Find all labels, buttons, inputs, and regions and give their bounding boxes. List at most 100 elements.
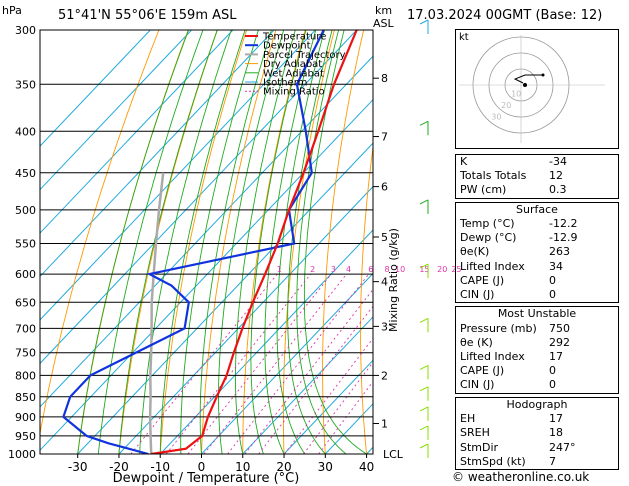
pressure-tick-label: 700	[15, 322, 36, 335]
mixing-ratio-label: 8	[385, 265, 390, 274]
dry-adiabat-line	[433, 30, 451, 454]
pressure-tick-label: 550	[15, 237, 36, 250]
isotherm-line	[40, 98, 373, 451]
dewpoint-line	[62, 30, 325, 454]
hodograph-ring-label: 30	[491, 113, 501, 122]
table-row: Totals Totals 12	[460, 169, 563, 183]
data-panel: K -34 Totals Totals 12 PW (cm) 0.3 Surface …	[455, 154, 619, 473]
table-row: K -34	[460, 155, 567, 168]
mixing-ratio-line	[303, 361, 373, 454]
location-label: 51°41'N 55°06'E 159m ASL	[58, 8, 237, 23]
km-tick-label: 4	[381, 276, 388, 289]
pressure-tick-label: 300	[15, 24, 36, 37]
dry-adiabat-line	[77, 30, 189, 454]
legend-entry: Temperature	[262, 32, 326, 43]
table-row: CAPE (J) 0	[460, 364, 556, 378]
pressure-tick-label: 900	[15, 411, 36, 424]
most-unstable-table: Most Unstable Pressure (mb) 750 θe (K) 292…	[455, 306, 619, 394]
x-tick-label: 10	[235, 460, 250, 474]
table-row: CIN (J) 0	[460, 378, 556, 392]
isotherm-line	[201, 272, 373, 454]
table-row: StmSpd (kt) 7	[460, 454, 556, 468]
legend-entry: Isotherm	[263, 78, 307, 89]
datetime-label: 17.03.2024 00GMT (Base: 12)	[407, 8, 603, 23]
isotherm-line	[159, 229, 373, 454]
isotherm-line	[40, 30, 234, 234]
table-row: CIN (J) 0	[460, 288, 556, 301]
wind-barb-flag	[419, 425, 429, 431]
table-row: Lifted Index 34	[460, 259, 563, 273]
x-tick-label: 30	[318, 460, 333, 474]
hodograph-ring-label: 10	[511, 90, 521, 99]
pressure-unit-label: hPa	[2, 4, 22, 17]
x-tick-label: -20	[109, 460, 129, 474]
pressure-tick-label: 650	[15, 296, 36, 309]
mixing-ratio-label: 2	[310, 265, 315, 274]
km-tick-label: 2	[381, 369, 388, 382]
mixing-ratio-line	[318, 380, 373, 454]
mixing-ratio-label: 1	[277, 265, 282, 274]
table-row: SREH 18	[460, 426, 563, 440]
pressure-tick-label: 450	[15, 167, 36, 180]
hodograph-table: Hodograph EH 17 SREH 18 StmDir 247° StmSpd …	[455, 396, 619, 470]
legend-entry: Mixing Ratio	[263, 87, 325, 98]
hodograph-trace	[513, 74, 543, 84]
pressure-tick-label: 600	[15, 268, 36, 281]
isotherm-line	[40, 30, 151, 147]
x-tick-label: 40	[359, 460, 374, 474]
surface-title: Surface	[516, 202, 558, 216]
wind-barb-flag	[419, 406, 429, 412]
mixing-ratio-label: 20	[437, 265, 447, 274]
km-label: km	[375, 4, 393, 17]
table-row: Temp (°C) -12.2	[460, 217, 578, 231]
pressure-tick-label: 350	[15, 78, 36, 91]
table-row: PW (cm) 0.3	[460, 183, 567, 197]
most-unstable-title: Most Unstable	[497, 307, 577, 321]
table-row: θe (K) 292	[460, 335, 570, 349]
km-tick-label: 7	[381, 131, 388, 144]
km-tick-label: 3	[381, 320, 388, 333]
legend-entry: Parcel Trajectory	[263, 50, 346, 61]
wind-barb-flag	[419, 386, 429, 392]
mixing-ratio-label: 10	[395, 265, 405, 274]
mixing-ratio-line	[227, 273, 370, 454]
mixing-ratio-line	[244, 288, 373, 454]
pressure-tick-label: 400	[15, 125, 36, 138]
pressure-tick-label: 1000	[8, 448, 36, 461]
hodograph-end-point	[541, 73, 545, 77]
legend-entry: Wet Adiabat	[263, 68, 324, 79]
hodograph-table-title: Hodograph	[506, 397, 568, 411]
wind-barb-flag	[419, 199, 429, 205]
mixing-ratio-line	[258, 305, 373, 454]
legend-entry: Dewpoint	[263, 41, 311, 52]
table-row: EH 17	[460, 412, 563, 426]
surface-table: Surface Temp (°C) -12.2 Dewp (°C) -12.9 θe…	[455, 201, 619, 304]
mixing-ratio-line	[203, 273, 347, 454]
hodograph-ring-label: 20	[501, 101, 511, 110]
table-row: Pressure (mb) 750	[460, 321, 570, 335]
table-row: θe(K) 263	[460, 245, 570, 259]
mixing-ratio-label: 6	[368, 265, 373, 274]
pressure-tick-label: 850	[15, 391, 36, 404]
hodograph-unit-label: kt	[459, 32, 469, 43]
temperature-line	[151, 30, 358, 454]
isotherm-line	[40, 55, 373, 408]
legend-entry: Dry Adiabat	[263, 59, 322, 70]
table-row: CAPE (J) 0	[460, 273, 556, 287]
plot-frame	[39, 29, 374, 455]
mixing-ratio-axis-label: Mixing Ratio (g/kg)	[387, 228, 400, 332]
lcl-label: LCL	[383, 448, 404, 461]
pressure-tick-label: 750	[15, 347, 36, 360]
x-tick-label: 0	[198, 460, 206, 474]
dry-adiabat-line	[397, 30, 422, 454]
x-axis-label: Dewpoint / Temperature (°C)	[113, 471, 300, 486]
mixing-ratio-label: 4	[346, 265, 351, 274]
table-row: StmDir 247°	[460, 440, 576, 454]
pressure-tick-label: 500	[15, 204, 36, 217]
x-tick-label: -10	[150, 460, 170, 474]
dry-adiabat-line	[118, 30, 218, 454]
mixing-ratio-label: 25	[451, 265, 461, 274]
wind-barb-flag	[419, 120, 429, 126]
